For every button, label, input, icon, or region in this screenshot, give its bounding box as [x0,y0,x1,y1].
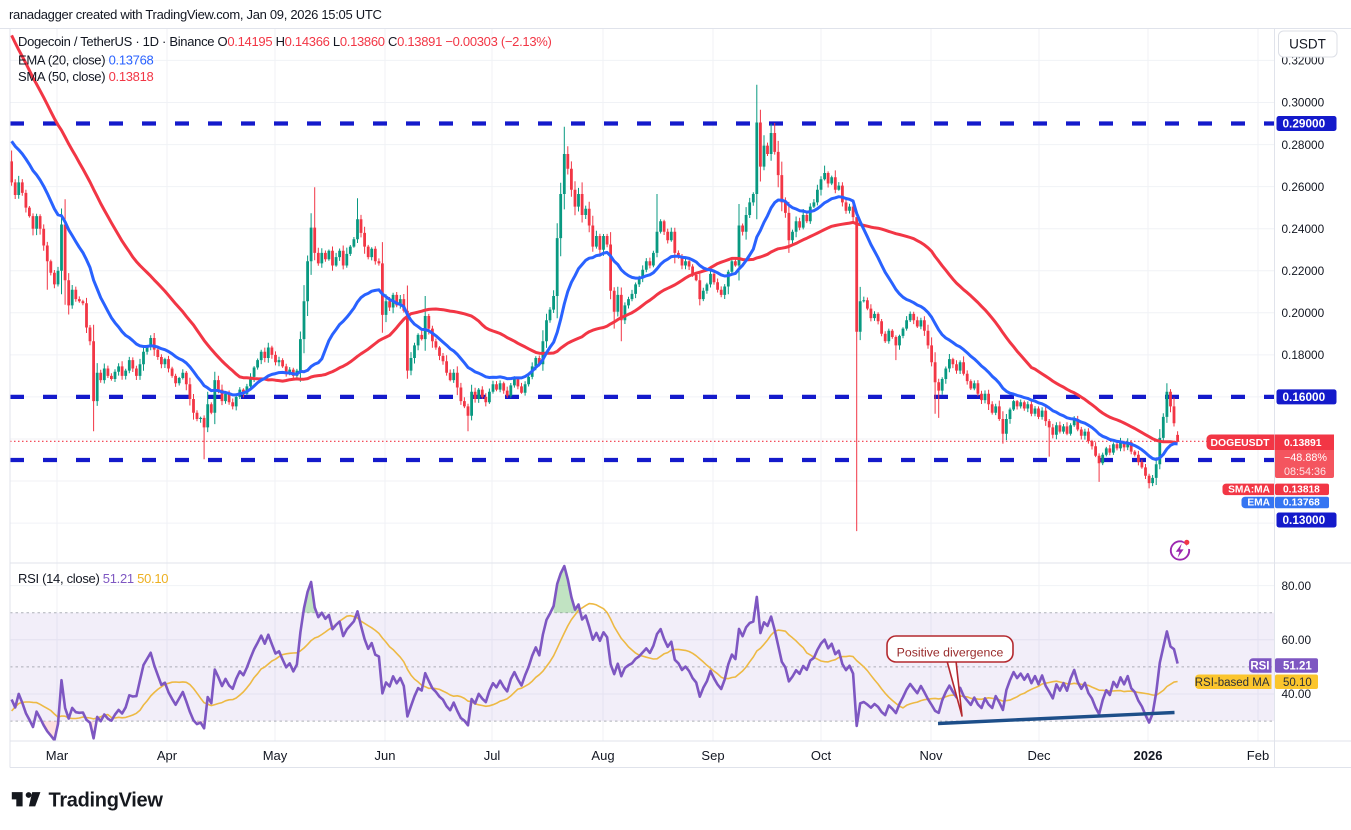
svg-text:−48.88%: −48.88% [1284,452,1327,464]
svg-text:80.00: 80.00 [1282,579,1312,593]
svg-text:Positive divergence: Positive divergence [897,646,1004,660]
svg-text:08:54:36: 08:54:36 [1284,466,1326,478]
svg-text:Dec: Dec [1027,748,1051,763]
svg-text:SMA (50, close) 0.13818: SMA (50, close) 0.13818 [18,69,154,84]
svg-text:USDT: USDT [1289,37,1326,52]
svg-text:May: May [263,748,288,763]
svg-text:EMA (20, close) 0.13768: EMA (20, close) 0.13768 [18,53,154,68]
svg-text:0.20000: 0.20000 [1282,306,1325,320]
svg-text:Mar: Mar [46,748,69,763]
svg-text:0.24000: 0.24000 [1282,222,1325,236]
svg-text:Sep: Sep [701,748,724,763]
svg-text:Aug: Aug [591,748,614,763]
svg-text:Dogecoin / TetherUS · 1D · Bin: Dogecoin / TetherUS · 1D · Binance O0.14… [18,34,552,49]
svg-text:Oct: Oct [811,748,832,763]
svg-text:ranadagger created with Tradin: ranadagger created with TradingView.com,… [9,7,382,22]
svg-text:Jul: Jul [484,748,501,763]
svg-text:0.28000: 0.28000 [1282,138,1325,152]
svg-text:EMA: EMA [1247,498,1270,509]
svg-text:0.16000: 0.16000 [1283,390,1326,404]
svg-text:0.13000: 0.13000 [1283,513,1326,527]
svg-text:0.13768: 0.13768 [1283,498,1320,509]
svg-text:0.26000: 0.26000 [1282,180,1325,194]
svg-text:0.18000: 0.18000 [1282,348,1325,362]
svg-text:51.21: 51.21 [1283,661,1312,673]
svg-text:Jun: Jun [375,748,396,763]
svg-text:60.00: 60.00 [1282,633,1312,647]
svg-text:Nov: Nov [919,748,943,763]
svg-text:50.10: 50.10 [1283,677,1312,689]
svg-text:RSI: RSI [1250,661,1269,673]
svg-text:0.30000: 0.30000 [1282,96,1325,110]
svg-text:RSI-based MA: RSI-based MA [1195,677,1270,689]
svg-text:SMA:MA: SMA:MA [1228,485,1271,496]
svg-text:40.00: 40.00 [1282,687,1312,701]
svg-text:0.29000: 0.29000 [1283,117,1326,131]
svg-text:0.13891: 0.13891 [1284,438,1322,449]
svg-text:Apr: Apr [157,748,178,763]
svg-text:2026: 2026 [1134,748,1163,763]
svg-text:TradingView: TradingView [49,790,164,812]
svg-text:DOGEUSDT: DOGEUSDT [1211,438,1271,449]
svg-text:0.13818: 0.13818 [1283,485,1320,496]
svg-text:RSI (14, close) 51.21 50.10: RSI (14, close) 51.21 50.10 [18,571,168,586]
svg-text:0.22000: 0.22000 [1282,264,1325,278]
svg-text:Feb: Feb [1247,748,1269,763]
